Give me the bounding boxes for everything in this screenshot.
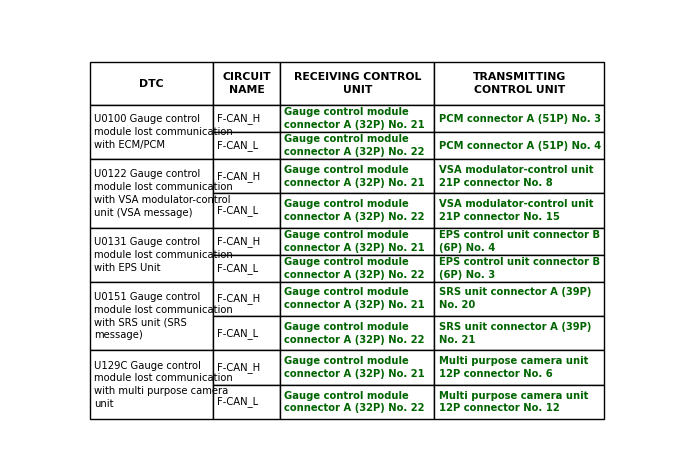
Text: TRANSMITTING
CONTROL UNIT: TRANSMITTING CONTROL UNIT [473,73,566,95]
Text: Gauge control module
connector A (32P) No. 22: Gauge control module connector A (32P) N… [284,322,424,344]
Text: F-CAN_L: F-CAN_L [217,328,259,339]
Bar [213,255,280,282]
Bar [435,385,604,419]
Bar [213,385,280,419]
Bar [213,228,280,255]
Text: F-CAN_L: F-CAN_L [217,263,259,274]
Bar [213,132,280,159]
Bar [90,351,213,419]
Bar [435,255,604,282]
Text: F-CAN_H: F-CAN_H [217,294,261,304]
Text: Multi purpose camera unit
12P connector No. 12: Multi purpose camera unit 12P connector … [439,390,588,413]
Text: F-CAN_H: F-CAN_H [217,171,261,182]
Bar [435,282,604,316]
Bar [280,193,435,228]
Bar [213,193,280,228]
Bar [280,316,435,351]
Text: SRS unit connector A (39P)
No. 20: SRS unit connector A (39P) No. 20 [439,287,591,310]
Bar [280,159,435,193]
Text: U0131 Gauge control
module lost communication
with EPS Unit: U0131 Gauge control module lost communic… [94,237,233,273]
Text: Gauge control module
connector A (32P) No. 22: Gauge control module connector A (32P) N… [284,257,424,280]
Text: VSA modulator-control unit
21P connector No. 15: VSA modulator-control unit 21P connector… [439,199,593,222]
Text: Gauge control module
connector A (32P) No. 22: Gauge control module connector A (32P) N… [284,199,424,222]
Text: Gauge control module
connector A (32P) No. 21: Gauge control module connector A (32P) N… [284,165,425,188]
Text: Gauge control module
connector A (32P) No. 22: Gauge control module connector A (32P) N… [284,390,424,413]
Text: U0151 Gauge control
module lost communication
with SRS unit (SRS
message): U0151 Gauge control module lost communic… [94,292,233,340]
Bar [435,228,604,255]
Bar [90,282,213,351]
Text: PCM connector A (51P) No. 3: PCM connector A (51P) No. 3 [439,114,600,124]
Text: SRS unit connector A (39P)
No. 21: SRS unit connector A (39P) No. 21 [439,322,591,344]
Text: U0100 Gauge control
module lost communication
with ECM/PCM: U0100 Gauge control module lost communic… [94,114,233,150]
Text: Gauge control module
connector A (32P) No. 21: Gauge control module connector A (32P) N… [284,356,425,379]
Bar [280,351,435,385]
Bar [435,105,604,132]
Text: F-CAN_H: F-CAN_H [217,362,261,373]
Text: U129C Gauge control
module lost communication
with multi purpose camera
unit: U129C Gauge control module lost communic… [94,361,233,409]
Text: F-CAN_H: F-CAN_H [217,113,261,124]
Text: EPS control unit connector B
(6P) No. 3: EPS control unit connector B (6P) No. 3 [439,257,600,280]
Bar [435,193,604,228]
Text: Multi purpose camera unit
12P connector No. 6: Multi purpose camera unit 12P connector … [439,356,588,379]
Bar [435,63,604,105]
Bar [435,159,604,193]
Bar [213,316,280,351]
Text: CIRCUIT
NAME: CIRCUIT NAME [222,73,271,95]
Text: DTC: DTC [139,79,164,89]
Text: Gauge control module
connector A (32P) No. 22: Gauge control module connector A (32P) N… [284,134,424,157]
Text: U0122 Gauge control
module lost communication
with VSA modulator-control
unit (V: U0122 Gauge control module lost communic… [94,169,233,218]
Text: F-CAN_L: F-CAN_L [217,205,259,216]
Text: EPS control unit connector B
(6P) No. 4: EPS control unit connector B (6P) No. 4 [439,230,600,253]
Bar [213,282,280,316]
Bar [213,351,280,385]
Bar [213,159,280,193]
Text: Gauge control module
connector A (32P) No. 21: Gauge control module connector A (32P) N… [284,230,425,253]
Bar [90,63,213,105]
Bar [90,228,213,282]
Bar [280,63,435,105]
Bar [280,255,435,282]
Bar [280,385,435,419]
Bar [280,228,435,255]
Bar [280,105,435,132]
Text: RECEIVING CONTROL
UNIT: RECEIVING CONTROL UNIT [294,73,421,95]
Bar [280,282,435,316]
Text: Gauge control module
connector A (32P) No. 21: Gauge control module connector A (32P) N… [284,107,425,130]
Bar [435,132,604,159]
Bar [435,316,604,351]
Text: Gauge control module
connector A (32P) No. 21: Gauge control module connector A (32P) N… [284,287,425,310]
Text: F-CAN_L: F-CAN_L [217,140,259,151]
Text: PCM connector A (51P) No. 4: PCM connector A (51P) No. 4 [439,141,600,151]
Text: F-CAN_H: F-CAN_H [217,236,261,247]
Bar [280,132,435,159]
Bar [90,105,213,159]
Text: F-CAN_L: F-CAN_L [217,397,259,408]
Text: VSA modulator-control unit
21P connector No. 8: VSA modulator-control unit 21P connector… [439,165,593,188]
Bar [435,351,604,385]
Bar [90,159,213,228]
Bar [213,105,280,132]
Bar [213,63,280,105]
